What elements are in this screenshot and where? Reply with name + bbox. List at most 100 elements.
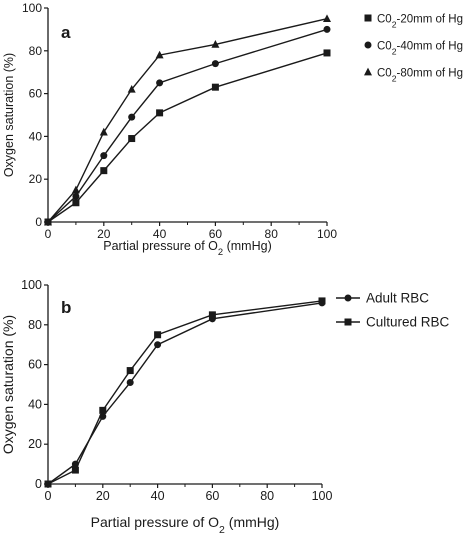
data-point bbox=[208, 311, 216, 319]
legend-label-main: Adult RBC bbox=[366, 291, 429, 306]
legend-label-main: C0 bbox=[377, 41, 392, 53]
panel-label: b bbox=[61, 298, 71, 317]
legend-label: C02-80mm of Hg bbox=[377, 68, 463, 84]
x-axis-label-main: Partial pressure of O bbox=[91, 514, 219, 530]
x-axis-label-tail: (mmHg) bbox=[225, 514, 279, 530]
series-0 bbox=[44, 299, 326, 488]
x-tick-label: 20 bbox=[97, 227, 111, 241]
legend-label-main: C0 bbox=[377, 14, 392, 26]
legend-label-tail: -40mm of Hg bbox=[397, 41, 463, 53]
x-tick-label: 100 bbox=[317, 227, 337, 241]
chart-panel-b: 0 20 40 60 80 100 0 20 40 60 80 100 Partial pressure… bbox=[0, 278, 450, 533]
y-tick-label: 40 bbox=[28, 397, 42, 411]
legend-label-sub: 2 bbox=[392, 74, 397, 84]
data-point bbox=[154, 331, 162, 339]
legend-label: C02-40mm of Hg bbox=[377, 41, 463, 57]
data-point bbox=[126, 367, 134, 375]
series-2 bbox=[44, 14, 331, 226]
data-point bbox=[323, 49, 331, 57]
data-point bbox=[155, 50, 164, 59]
y-tick-label: 60 bbox=[28, 358, 42, 372]
data-point bbox=[99, 406, 107, 414]
series-1 bbox=[44, 25, 331, 226]
x-tick-label: 40 bbox=[153, 227, 167, 241]
legend-marker bbox=[344, 318, 352, 326]
y-tick-label: 80 bbox=[28, 318, 42, 332]
data-point bbox=[44, 217, 52, 226]
x-tick-label: 60 bbox=[205, 489, 219, 503]
y-tick-label: 20 bbox=[28, 437, 42, 451]
y-axis-label: Oxygen saturation (%) bbox=[0, 315, 16, 454]
chart-panel-a: 0 20 40 60 80 100 0 20 40 60 80 100 Partial pressure… bbox=[2, 1, 463, 257]
legend-label-main: Cultured RBC bbox=[366, 315, 450, 330]
y-tick-label: 100 bbox=[21, 278, 42, 292]
x-tick-label: 40 bbox=[151, 489, 165, 503]
x-axis-label: Partial pressure of O2 (mmHg) bbox=[103, 239, 271, 257]
y-tick-label: 80 bbox=[29, 44, 43, 58]
data-point bbox=[323, 14, 331, 23]
legend-marker bbox=[364, 41, 372, 49]
series-line bbox=[47, 28, 328, 223]
y-tick-label: 0 bbox=[35, 477, 42, 491]
series-line bbox=[47, 52, 328, 223]
y-tick-label: 40 bbox=[29, 129, 43, 143]
data-point bbox=[127, 84, 136, 93]
x-tick-label: 0 bbox=[45, 489, 52, 503]
data-point bbox=[211, 60, 219, 68]
data-point bbox=[71, 185, 80, 194]
y-tick-label: 100 bbox=[22, 1, 42, 15]
legend-entry: Adult RBC bbox=[336, 291, 429, 306]
data-point bbox=[72, 192, 80, 200]
data-point bbox=[72, 199, 80, 207]
y-tick-label: 0 bbox=[35, 215, 42, 229]
x-tick-label: 0 bbox=[45, 227, 52, 241]
x-axis-label-main: Partial pressure of O bbox=[103, 239, 218, 253]
y-tick-label: 20 bbox=[29, 172, 43, 186]
data-point bbox=[154, 341, 162, 349]
data-point bbox=[44, 480, 52, 488]
legend-marker bbox=[344, 294, 352, 302]
data-point bbox=[318, 297, 326, 305]
data-point bbox=[100, 167, 108, 175]
legend-label: C02-20mm of Hg bbox=[377, 14, 463, 30]
x-axis-label-sub: 2 bbox=[218, 247, 223, 257]
data-point bbox=[211, 40, 220, 48]
series-1 bbox=[44, 297, 326, 488]
data-point bbox=[99, 127, 108, 136]
series-line bbox=[47, 302, 323, 485]
legend-entry: C02-20mm of Hg bbox=[364, 14, 463, 30]
legend-entry: C02-80mm of Hg bbox=[364, 68, 463, 84]
legend-label: Cultured RBC bbox=[366, 315, 450, 330]
y-axis-label: Oxygen saturation (%) bbox=[2, 53, 16, 177]
legend-marker bbox=[364, 67, 372, 76]
legend-entry: Cultured RBC bbox=[336, 315, 450, 330]
series-0 bbox=[44, 49, 331, 226]
data-point bbox=[128, 113, 136, 121]
data-point bbox=[128, 135, 136, 143]
x-tick-label: 100 bbox=[312, 489, 333, 503]
data-point bbox=[126, 379, 134, 387]
legend-marker bbox=[364, 14, 372, 22]
legend-label-main: C0 bbox=[377, 68, 392, 80]
data-point bbox=[156, 109, 164, 117]
x-axis-label-tail: (mmHg) bbox=[223, 239, 272, 253]
x-tick-label: 80 bbox=[265, 227, 279, 241]
y-tick-label: 60 bbox=[29, 87, 43, 101]
x-tick-label: 20 bbox=[96, 489, 110, 503]
data-point bbox=[71, 466, 79, 474]
data-point bbox=[156, 79, 164, 87]
legend-label-tail: -20mm of Hg bbox=[397, 14, 463, 26]
legend-label-sub: 2 bbox=[392, 47, 397, 57]
legend-label-sub: 2 bbox=[392, 20, 397, 30]
panel-label: a bbox=[61, 23, 71, 42]
data-point bbox=[211, 83, 219, 91]
legend-label: Adult RBC bbox=[366, 291, 429, 306]
series-line bbox=[47, 300, 323, 485]
legend-label-tail: -80mm of Hg bbox=[397, 68, 463, 80]
x-axis-label-sub: 2 bbox=[219, 524, 225, 533]
series-line bbox=[47, 18, 328, 223]
data-point bbox=[323, 25, 331, 33]
x-tick-label: 80 bbox=[260, 489, 274, 503]
x-tick-label: 60 bbox=[209, 227, 223, 241]
